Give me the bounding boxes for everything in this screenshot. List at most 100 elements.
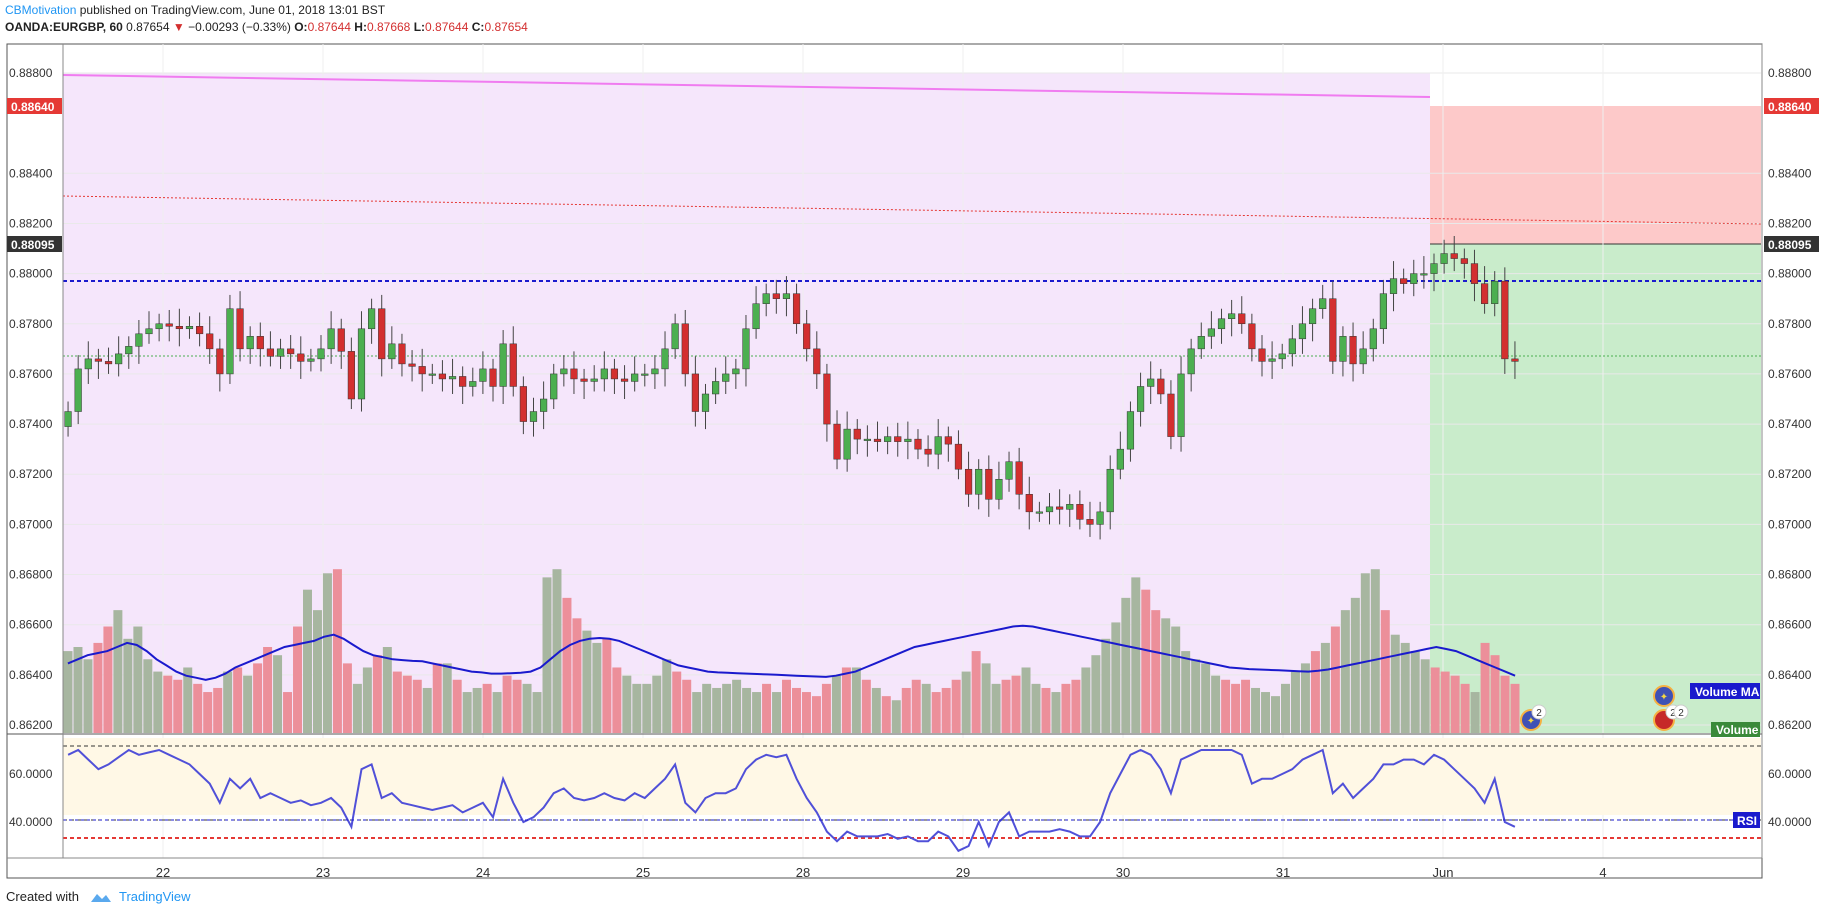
volume-label[interactable]: Volume xyxy=(1711,722,1760,737)
price-tick-left: 0.86600 xyxy=(9,618,53,632)
time-axis-labels: 22 23 24 25 28 29 30 31 Jun 4 xyxy=(156,865,1607,880)
volume-bar xyxy=(322,573,332,733)
rsi-axis-labels: 40.0000 40.0000 60.0000 60.0000 xyxy=(9,767,1812,829)
price-tick-left: 0.88800 xyxy=(9,66,53,80)
candle xyxy=(479,351,487,394)
volume-bar xyxy=(1510,683,1520,733)
price-tick-right: 0.87600 xyxy=(1768,367,1812,381)
volume-bar xyxy=(1061,683,1071,733)
candle xyxy=(175,308,183,347)
volume-bar xyxy=(612,667,622,733)
volume-bar xyxy=(73,647,83,733)
volume-bar xyxy=(662,659,672,733)
candle xyxy=(752,286,760,339)
svg-text:0.88095: 0.88095 xyxy=(11,238,55,252)
candle xyxy=(1106,455,1114,530)
volume-bar xyxy=(752,692,762,733)
candle xyxy=(1349,322,1357,382)
candle xyxy=(995,461,1003,510)
volume-bar xyxy=(1051,692,1061,733)
volume-bar xyxy=(113,610,123,733)
time-tick: 24 xyxy=(476,865,490,880)
volume-bar xyxy=(742,687,752,733)
rsi-label[interactable]: RSI xyxy=(1733,812,1760,828)
tradingview-link[interactable]: TradingView xyxy=(118,889,191,904)
volume-bar xyxy=(213,687,223,733)
volume-bar xyxy=(532,692,542,733)
candle xyxy=(347,337,355,410)
candle xyxy=(1288,325,1296,367)
svg-text:Volume MA: Volume MA xyxy=(1695,685,1760,699)
candle xyxy=(610,358,619,394)
time-tick: 23 xyxy=(316,865,330,880)
time-tick: 31 xyxy=(1276,865,1290,880)
candle xyxy=(469,367,477,397)
candle xyxy=(1197,322,1205,359)
candle xyxy=(843,411,851,472)
price-axis-labels: 0.86200 0.86200 0.86400 0.86400 0.86600 0.866… xyxy=(9,66,1812,732)
candle xyxy=(408,350,416,382)
time-tick: Jun xyxy=(1433,865,1454,880)
candle xyxy=(337,318,345,369)
volume-bar xyxy=(1231,683,1241,733)
candle xyxy=(448,358,457,394)
volume-bar xyxy=(293,626,303,733)
volume-bar xyxy=(931,692,941,733)
volume-bar xyxy=(602,638,612,733)
candle xyxy=(145,311,153,344)
svg-text:2: 2 xyxy=(1678,708,1684,719)
volume-bar xyxy=(642,683,652,733)
event-badge-eu[interactable]: ✦ xyxy=(1653,685,1675,707)
volume-bar xyxy=(233,667,243,733)
volume-bar xyxy=(1071,679,1081,733)
volume-bar xyxy=(961,671,971,733)
candle xyxy=(954,430,963,480)
volume-bar xyxy=(911,679,921,733)
candle xyxy=(1389,261,1398,312)
volume-ma-label[interactable]: Volume MA xyxy=(1690,683,1760,699)
volume-bar xyxy=(163,675,173,733)
candle xyxy=(1359,331,1367,374)
volume-bar xyxy=(1151,610,1161,733)
candle xyxy=(185,316,194,339)
volume-bar xyxy=(1251,687,1261,733)
volume-bar xyxy=(981,663,991,733)
price-tick-right: 0.86800 xyxy=(1768,568,1812,582)
candle xyxy=(1491,271,1499,317)
volume-bar xyxy=(173,679,183,733)
candle xyxy=(620,365,629,399)
price-tick-right: 0.87200 xyxy=(1768,467,1812,481)
volume-bar xyxy=(63,651,73,733)
event-badge-eu-chart[interactable]: ✦ 2 xyxy=(1520,704,1547,731)
candle xyxy=(772,279,780,314)
volume-bar xyxy=(352,683,362,733)
price-tick-right: 0.88000 xyxy=(1768,267,1812,281)
candle xyxy=(691,356,699,427)
candle xyxy=(813,331,821,389)
volume-bar xyxy=(1290,671,1300,733)
event-badge-uk[interactable]: 2 2 xyxy=(1653,704,1689,731)
volume-bar xyxy=(881,696,891,733)
candle xyxy=(1480,266,1489,314)
rsi-tick-right: 60.0000 xyxy=(1768,767,1812,781)
volume-bar xyxy=(722,683,732,733)
upper-trendline[interactable] xyxy=(62,74,1431,98)
candle xyxy=(1056,489,1064,525)
candle xyxy=(115,336,123,377)
candle xyxy=(580,368,588,399)
volume-bar xyxy=(851,667,861,733)
lower-trendline[interactable] xyxy=(62,195,1762,225)
volume-bar xyxy=(702,683,712,733)
publisher-link[interactable]: CBMotivation xyxy=(5,3,77,17)
footer: Created with TradingView xyxy=(6,889,191,904)
candle xyxy=(1035,501,1043,522)
volume-bar xyxy=(732,679,742,733)
volume-bar xyxy=(1380,610,1390,733)
candle xyxy=(438,360,447,392)
candle xyxy=(1268,341,1276,379)
price-tick-right: 0.88400 xyxy=(1768,166,1812,180)
candle xyxy=(378,294,386,377)
candle xyxy=(1005,451,1013,492)
candle xyxy=(459,366,467,405)
